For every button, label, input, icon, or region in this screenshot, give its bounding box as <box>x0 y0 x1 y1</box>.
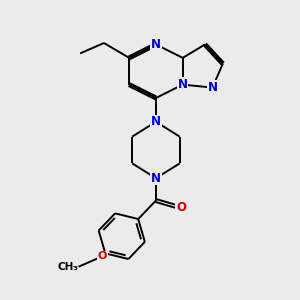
Text: methoxy: methoxy <box>73 266 79 267</box>
Text: O: O <box>98 251 107 261</box>
Text: CH₃: CH₃ <box>58 262 79 272</box>
Text: N: N <box>178 78 188 91</box>
Text: N: N <box>207 81 218 94</box>
Text: N: N <box>151 38 161 51</box>
Text: N: N <box>151 172 161 185</box>
Text: N: N <box>151 115 161 128</box>
Text: O: O <box>176 202 186 214</box>
